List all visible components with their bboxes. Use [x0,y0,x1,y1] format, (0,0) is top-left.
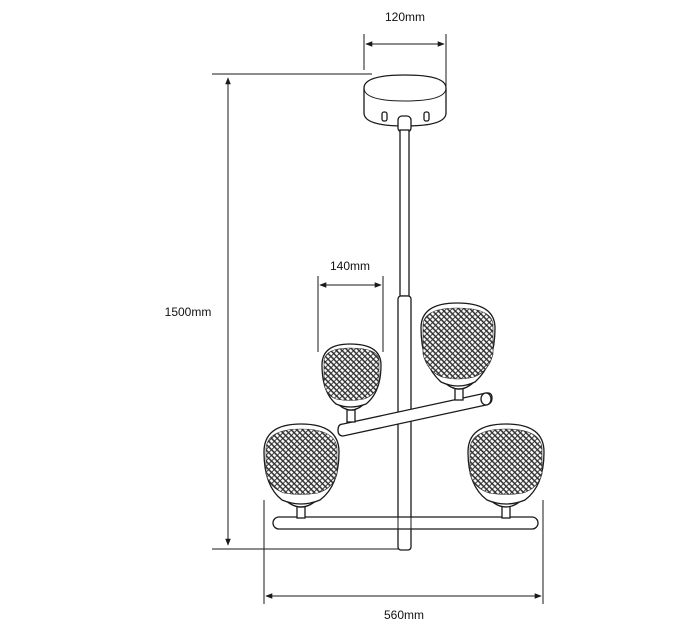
lamp-shade-upper-right [420,302,496,401]
total-height-label: 1500mm [165,305,212,319]
canopy-width-label: 120mm [385,10,425,24]
lamp-shade-upper-left [321,343,382,423]
total-width-dimension: 560mm [263,500,544,622]
ceiling-canopy [363,74,447,127]
shade-width-label: 140mm [330,259,370,273]
shade-width-dimension: 140mm [317,259,384,352]
total-width-label: 560mm [384,608,424,622]
lower-arm [272,516,539,530]
total-height-dimension: 1500mm [165,73,406,550]
canopy-width-dimension: 120mm [363,10,447,86]
lamp-shade-lower-right [467,423,545,519]
center-stem [397,115,412,551]
upper-arm [337,392,493,437]
lamp-shade-lower-left [263,423,340,519]
